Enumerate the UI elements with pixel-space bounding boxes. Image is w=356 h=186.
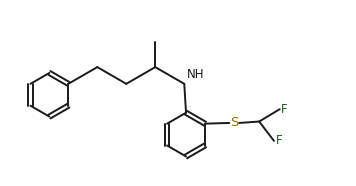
Text: F: F: [281, 103, 288, 116]
Text: S: S: [230, 116, 238, 129]
Text: NH: NH: [187, 68, 205, 81]
Text: F: F: [276, 134, 282, 147]
